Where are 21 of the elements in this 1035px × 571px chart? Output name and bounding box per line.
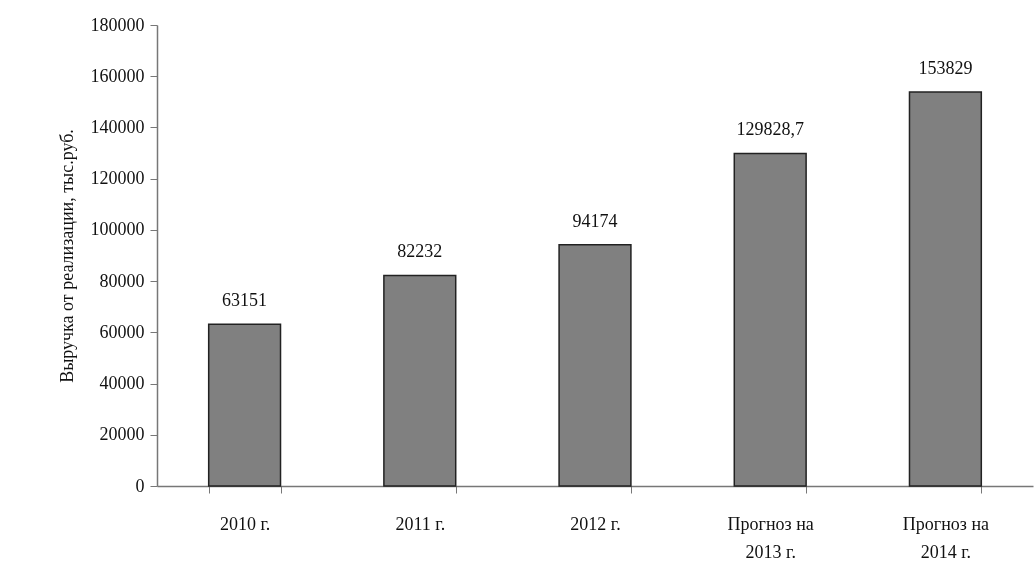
y-tick-label: 160000 — [90, 65, 145, 86]
y-tick-label: 140000 — [90, 116, 145, 137]
y-tick-label: 120000 — [90, 168, 145, 189]
y-tick-label: 40000 — [99, 373, 145, 394]
y-axis-title: Выручка от реализации, тыс.руб. — [56, 129, 77, 383]
y-tick-label: 20000 — [99, 424, 145, 445]
x-tick-label: 2011 г. — [395, 513, 446, 534]
y-tick-label: 80000 — [99, 270, 145, 291]
data-label: 153829 — [918, 58, 973, 79]
y-tick-label: 100000 — [90, 219, 145, 240]
y-tick-label: 60000 — [99, 321, 145, 342]
y-tick-label: 0 — [135, 475, 145, 496]
x-tick-label: Прогноз на 2014 г. — [902, 513, 990, 562]
x-tick-label: Прогноз на 2013 г. — [727, 513, 814, 562]
data-label: 129828,7 — [736, 119, 804, 140]
x-tick-label: 2010 г. — [219, 513, 271, 534]
data-label: 82232 — [397, 241, 443, 262]
x-tick-label: 2012 г. — [570, 513, 621, 534]
y-tick-label: 180000 — [90, 14, 145, 35]
data-label: 63151 — [222, 290, 268, 311]
data-label: 94174 — [572, 210, 618, 231]
